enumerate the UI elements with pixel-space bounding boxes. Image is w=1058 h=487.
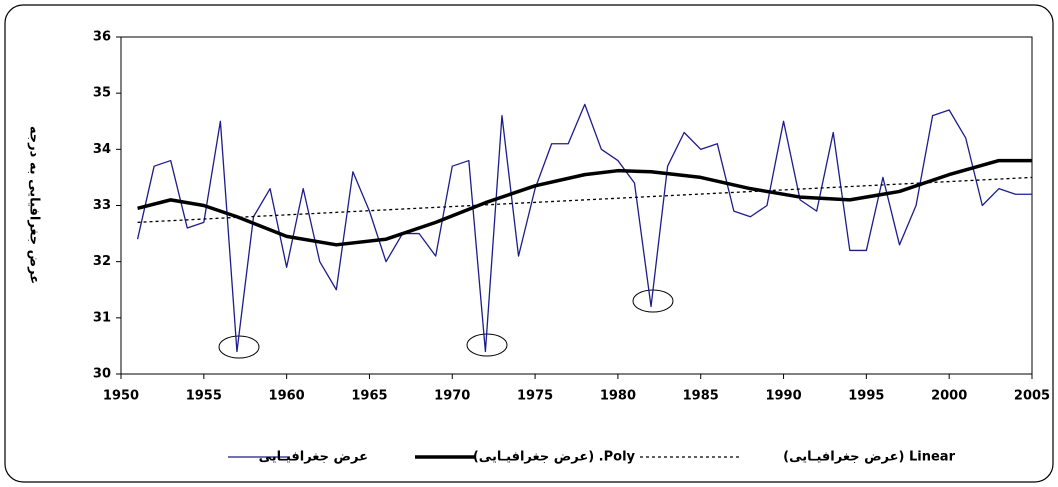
y-tick-label: 31: [93, 310, 111, 325]
y-tick-label: 36: [93, 30, 111, 45]
y-tick-label: 33: [93, 198, 111, 213]
y-tick-label: 30: [93, 367, 111, 382]
series-line: [137, 158, 1032, 247]
y-tick-label: 34: [93, 142, 111, 157]
x-tick-label: 1970: [434, 389, 470, 404]
legend-label: Poly. (عرض جغرافیـایی): [473, 450, 636, 465]
x-tick-label: 1990: [765, 389, 801, 404]
plot-area: [120, 36, 1033, 375]
x-tick-label: 2005: [1014, 389, 1050, 404]
x-tick-label: 1950: [103, 389, 139, 404]
y-tick-label: 35: [93, 86, 111, 101]
x-tick-label: 1980: [600, 389, 636, 404]
x-tick-label: 1955: [186, 389, 222, 404]
x-tick-label: 1985: [683, 389, 719, 404]
series-line: [136, 103, 1032, 353]
x-tick-label: 1960: [269, 389, 305, 404]
x-tick-label: 1965: [351, 389, 387, 404]
series-line: [137, 176, 1033, 223]
y-tick-label: 32: [93, 254, 111, 269]
x-tick-label: 1995: [848, 389, 884, 404]
x-tick-label: 2000: [931, 389, 967, 404]
x-tick-label: 1975: [517, 389, 553, 404]
legend-label: عرض جغرافیـایی: [259, 450, 368, 465]
legend-label: Linear (عرض جغرافیـایی): [783, 450, 955, 465]
y-axis-label: عرض جغرافیایی به درجه: [27, 126, 42, 284]
